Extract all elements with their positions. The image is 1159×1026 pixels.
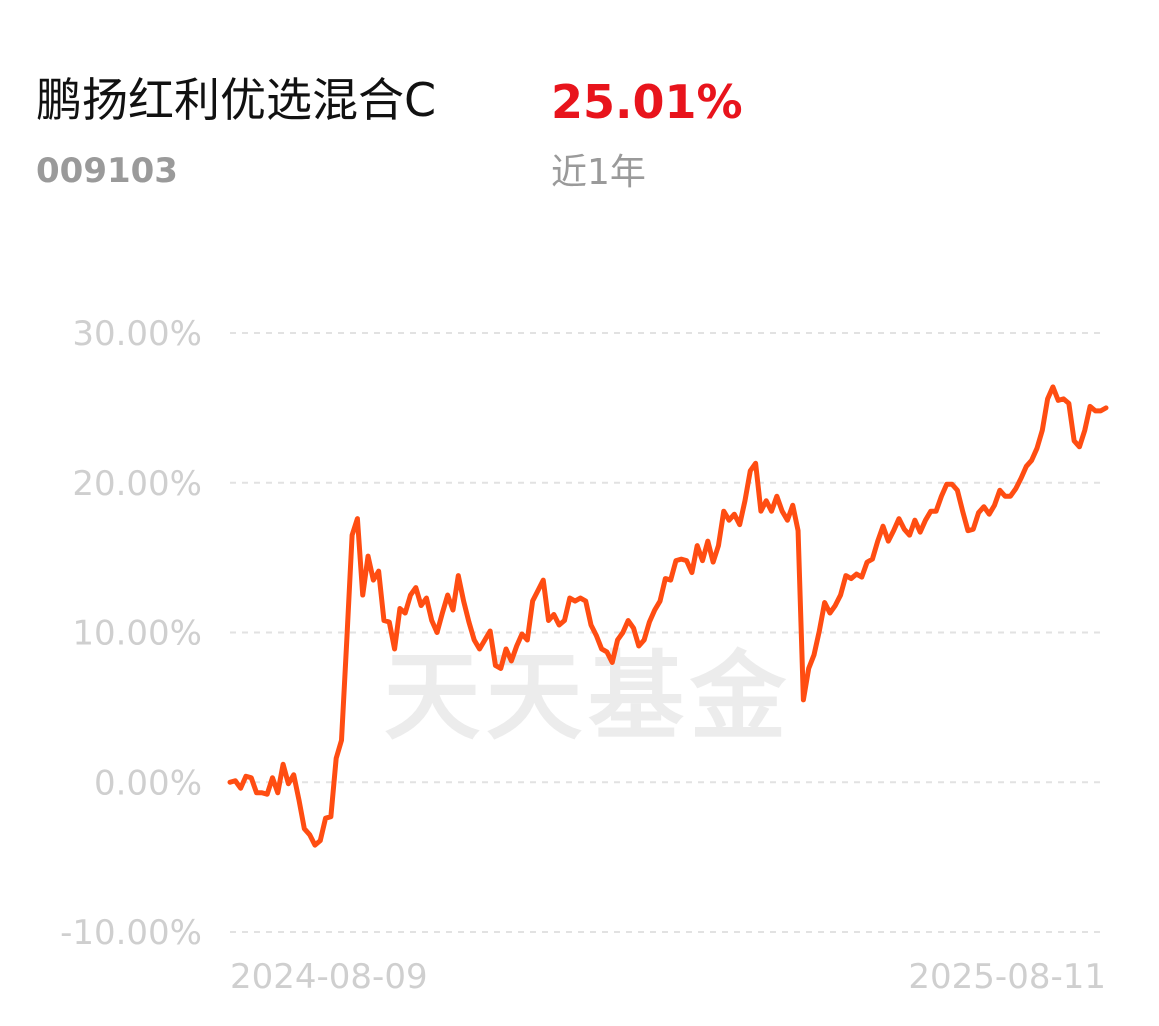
fund-name: 鹏扬红利优选混合C xyxy=(36,73,436,127)
watermark: 天天基金 xyxy=(384,641,792,753)
y-tick-label: -10.00% xyxy=(60,913,202,953)
y-tick-label: 0.00% xyxy=(94,763,202,803)
period-label: 近1年 xyxy=(551,152,646,193)
fund-code: 009103 xyxy=(36,151,178,191)
y-tick-label: 20.00% xyxy=(72,464,202,504)
y-tick-label: 30.00% xyxy=(72,314,202,354)
data-line xyxy=(227,384,1109,848)
fund-return: 25.01% xyxy=(551,75,743,129)
x-tick-label: 2025-08-11 xyxy=(908,957,1106,997)
x-tick-label: 2024-08-09 xyxy=(230,957,428,997)
y-tick-label: 10.00% xyxy=(72,614,202,654)
